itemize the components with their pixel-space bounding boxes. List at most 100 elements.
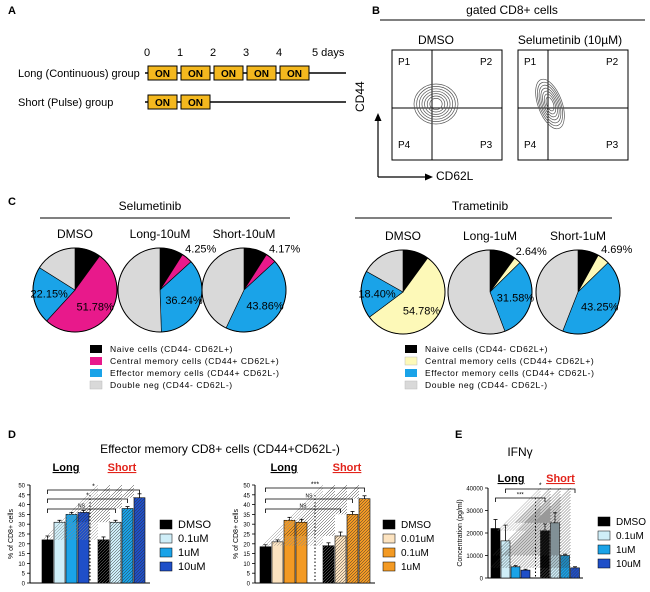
trametinib-title: Trametinib: [452, 199, 509, 213]
bar-hatch: [358, 548, 371, 561]
bar-hatch: [560, 555, 566, 561]
bar-hatch: [121, 508, 132, 519]
bar-hatch: [265, 487, 324, 546]
bar-hatch: [329, 496, 348, 515]
bar-hatch: [550, 535, 560, 546]
bar-hatch: [322, 563, 335, 576]
bar-hatch: [550, 553, 560, 564]
day-tick-label: 0: [144, 47, 150, 59]
bar-hatch: [550, 522, 558, 531]
bar-hatch: [334, 566, 347, 579]
bar-chart-d-left: 0 5 10 15 20 25 30 35 40 45 50 % of CD8+ cells Long S…: [8, 462, 211, 588]
contour-ring: [421, 90, 451, 118]
bar-hatch: [133, 506, 146, 519]
bar-hatch: [550, 556, 560, 567]
bar-hatch: [107, 493, 123, 509]
bar-hatch: [109, 527, 122, 540]
bar-hatch: [109, 554, 122, 567]
bar-hatch: [133, 512, 146, 525]
bar-hatch: [358, 554, 371, 567]
bar-hatch: [570, 567, 572, 570]
bar-hatch: [501, 496, 561, 556]
bar-hatch: [525, 520, 561, 556]
contour-ring: [418, 88, 454, 120]
bar-hatch: [119, 581, 122, 584]
bar-hatch: [97, 539, 104, 546]
on-box: [246, 65, 277, 81]
bar-hatch: [540, 568, 550, 579]
bar-hatch: [143, 581, 146, 584]
bar-hatch: [322, 557, 335, 570]
bar-hatch: [358, 515, 371, 528]
bar-hatch: [556, 574, 560, 579]
legend-swatch: [382, 533, 396, 544]
bar-hatch: [133, 518, 146, 531]
bar-hatch: [358, 500, 371, 513]
contour-ring: [540, 87, 560, 121]
bar-hatch: [121, 563, 134, 576]
legend-label: Central memory cells (CD44+ CD62L+): [110, 356, 279, 366]
bar-hatch: [121, 527, 134, 540]
bar-hatch: [334, 554, 347, 567]
bar-hatch: [133, 497, 140, 504]
bar-hatch: [338, 505, 348, 515]
flow-plot-frame: [517, 49, 629, 161]
y-tick-label: 25: [18, 533, 25, 539]
bar-hatch: [350, 575, 359, 584]
pie-outline: [201, 247, 287, 333]
pie-outline: [360, 249, 446, 335]
pie-data-label: 31.58%: [497, 293, 535, 305]
bar-hatch: [348, 487, 360, 499]
bar-hatch: [497, 487, 541, 531]
bar-hatch: [566, 574, 570, 579]
y-tick-label: 40: [243, 503, 250, 509]
bar-hatch: [334, 539, 347, 552]
bar-hatch: [334, 542, 347, 555]
bar-hatch: [133, 536, 146, 549]
bar-hatch: [334, 535, 345, 546]
bar-hatch: [521, 511, 541, 531]
group-label-short: Short: [546, 473, 575, 485]
group-label-long: Long: [498, 473, 525, 485]
bar-hatch: [121, 508, 126, 513]
bar-hatch: [81, 523, 99, 541]
panel-letter-a: A: [8, 5, 16, 17]
bar-hatch: [492, 487, 561, 556]
y-tick-label: 30: [18, 523, 25, 529]
flow-plot-title-selumetinib: Selumetinib (10µM): [518, 33, 622, 47]
bar-hatch: [529, 526, 571, 569]
bar-hatch: [133, 539, 146, 552]
long-bar: [271, 541, 284, 584]
bar-hatch: [511, 508, 571, 569]
bar-hatch: [133, 515, 146, 528]
day-tick-label: 3: [243, 47, 249, 59]
bar-hatch: [109, 542, 122, 555]
significance-bracket: [47, 498, 128, 503]
bar-hatch: [341, 508, 348, 515]
bar-hatch: [334, 545, 347, 558]
long-bar: [77, 512, 90, 584]
bar-hatch: [334, 560, 347, 573]
bar-hatch: [358, 518, 371, 531]
on-box: [279, 65, 310, 81]
bar-hatch: [121, 542, 134, 555]
quadrant-label: P3: [606, 140, 619, 151]
bar-hatch: [121, 518, 134, 531]
bar-hatch: [510, 505, 561, 556]
bar-hatch: [322, 544, 324, 546]
bar-hatch: [550, 526, 560, 537]
bar-hatch: [105, 517, 111, 523]
bar-hatch: [133, 509, 146, 522]
significance-bracket: [47, 489, 140, 494]
y-tick-label: 30: [243, 523, 250, 529]
bar-hatch: [346, 569, 359, 582]
bar-hatch: [323, 490, 348, 515]
bar-hatch: [559, 556, 571, 569]
day-tick-label: 5 days: [312, 47, 345, 59]
bar-hatch: [358, 563, 371, 576]
pie-data-label: 22.15%: [31, 288, 69, 300]
bar-hatch: [358, 521, 371, 534]
bar-hatch: [550, 538, 560, 549]
pie-data-label: 4.69%: [601, 244, 632, 256]
